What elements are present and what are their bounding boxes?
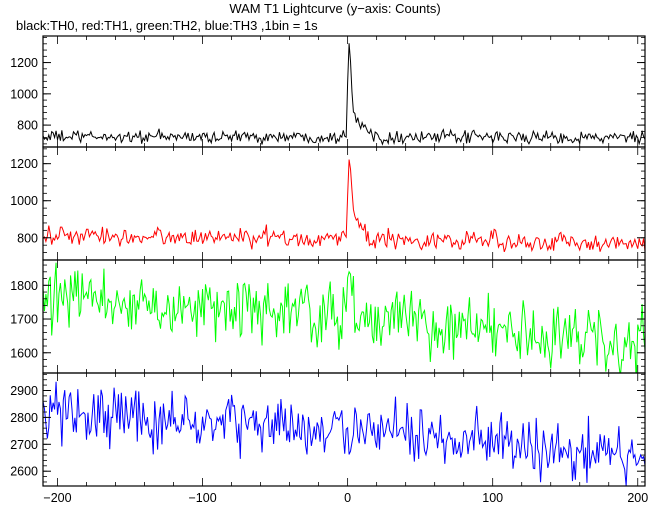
panel-frame: [42, 35, 646, 148]
series-th3: [43, 381, 645, 486]
y-tick-label: 1000: [10, 194, 38, 208]
y-tick-label: 1200: [10, 157, 38, 171]
chart-title: WAM T1 Lightcurve (y−axis: Counts): [229, 1, 440, 16]
panel-th3: 2600 2700 2800 2900: [10, 372, 646, 487]
y-tick-label: 2900: [10, 384, 38, 398]
chart-subtitle: black:TH0, red:TH1, green:TH2, blue:TH3 …: [16, 18, 318, 33]
series-th0: [43, 43, 645, 146]
x-tick-label: −100: [188, 491, 216, 505]
y-tick-label: 2600: [10, 465, 38, 479]
y-tick-label: 1800: [10, 279, 38, 293]
y-tick-label: 1000: [10, 87, 38, 101]
panel-th0: 800 1000 1200: [10, 35, 646, 148]
panel-frame: [42, 259, 646, 374]
x-tick-label: 100: [482, 491, 503, 505]
y-tick-label: 1600: [10, 346, 38, 360]
x-tick-label: 200: [627, 491, 648, 505]
y-tick-label: 1700: [10, 313, 38, 327]
panel-th1: 800 1000 1200: [10, 146, 646, 261]
x-tick-label: 0: [344, 491, 351, 505]
y-tick-label: 2700: [10, 438, 38, 452]
series-th1: [43, 159, 645, 253]
panel-frame: [42, 372, 646, 487]
y-tick-label: 2800: [10, 411, 38, 425]
panel-th2: 1600 1700 1800: [10, 259, 646, 374]
y-tick-label: 800: [17, 119, 38, 133]
y-tick-label: 1200: [10, 56, 38, 70]
panels-group: 800 1000 1200 800 1000 1200 1600 1700 1800 2600 27…: [10, 35, 646, 487]
x-axis: −200 −100 0 100 200: [43, 491, 648, 505]
x-tick-label: −200: [43, 491, 71, 505]
series-th2: [43, 262, 645, 373]
y-tick-label: 800: [17, 231, 38, 245]
